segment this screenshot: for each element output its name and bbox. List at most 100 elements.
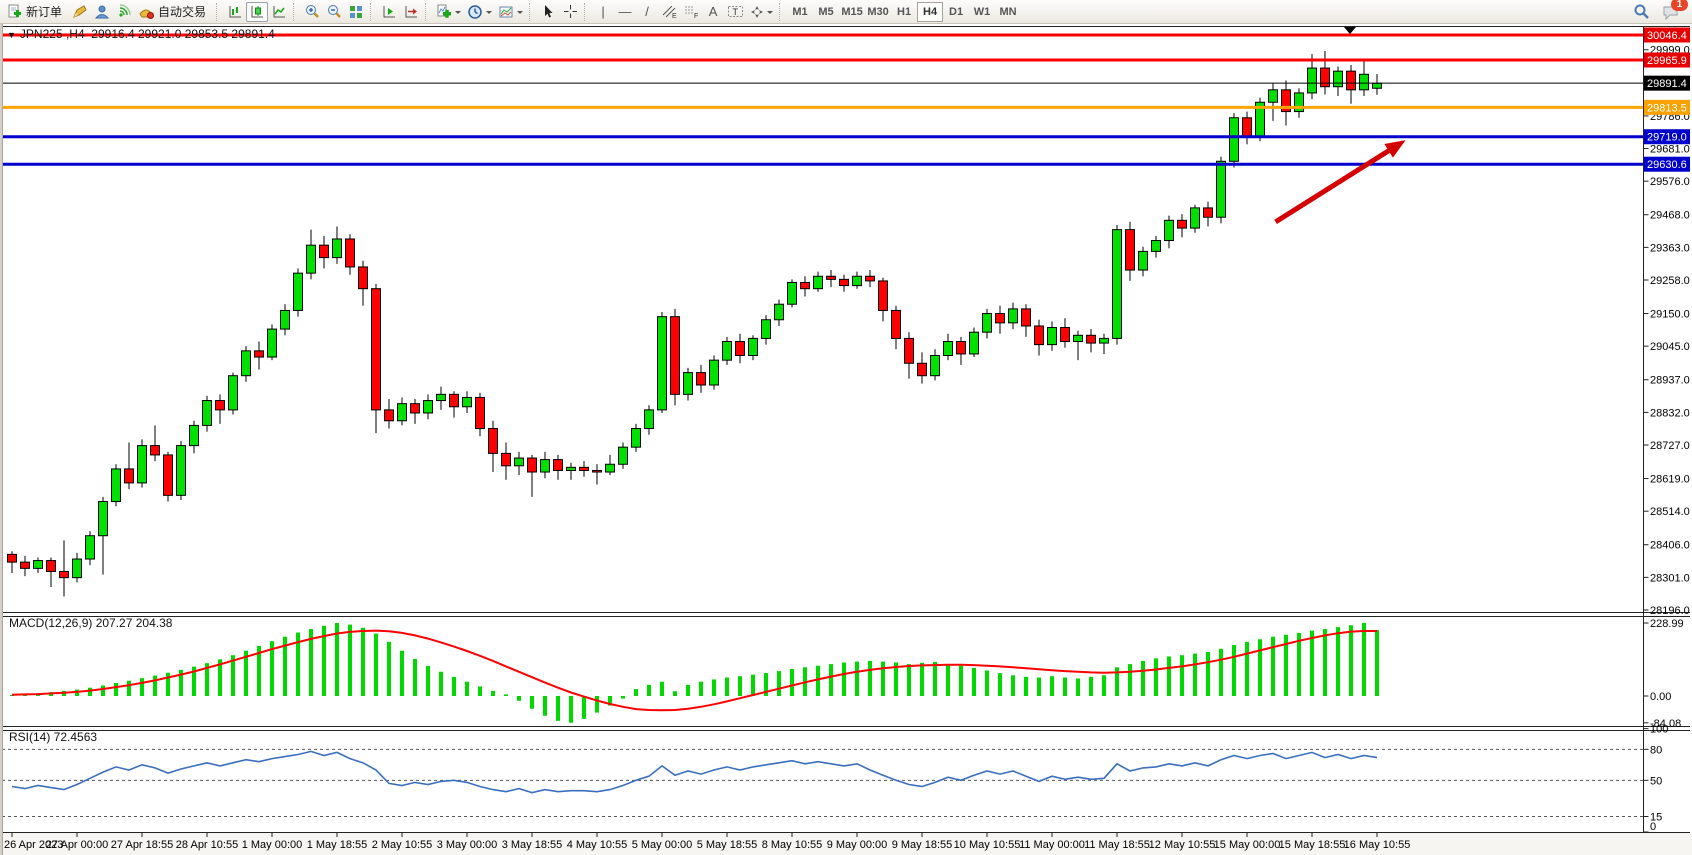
- axis-tick-label: 10 May 10:55: [954, 839, 1021, 851]
- bar-marker-triangle: [1344, 27, 1356, 34]
- axis-tick-label: 29681.0: [1650, 144, 1690, 156]
- cursor-button[interactable]: [537, 2, 559, 22]
- zoom-out-button[interactable]: [323, 2, 345, 22]
- axis-tick-label: 5 May 00:00: [632, 839, 693, 851]
- trend-arrow-head[interactable]: [1384, 140, 1406, 158]
- axis-tick-label: 15 May 18:55: [1279, 839, 1346, 851]
- timeframe-m5-button[interactable]: M5: [818, 5, 834, 18]
- bull-candle: [618, 446, 628, 465]
- timeframe-mn-button[interactable]: MN: [999, 5, 1017, 18]
- new-order-button[interactable]: 新订单: [3, 2, 69, 22]
- arrows-button[interactable]: [747, 2, 776, 22]
- macd-indicator-label: MACD(12,26,9) 207.27 204.38: [9, 616, 173, 630]
- bear-candle: [800, 281, 810, 290]
- bull-candle: [514, 457, 524, 467]
- timeframe-h4-button[interactable]: H4: [917, 1, 944, 22]
- macd-histogram-bar: [1375, 630, 1379, 696]
- bull-candle: [293, 272, 303, 311]
- axis-tick-label: 28 Apr 10:55: [176, 839, 238, 851]
- macd-histogram-bar: [595, 696, 599, 713]
- timeframe-d1-button[interactable]: D1: [949, 5, 964, 18]
- line-chart-button[interactable]: [268, 2, 290, 22]
- bull-candle: [72, 558, 82, 579]
- toolbar-separator: [425, 2, 430, 21]
- bull-candle: [1229, 117, 1239, 162]
- bull-candle: [813, 275, 823, 290]
- horizontal-line-button[interactable]: —: [614, 2, 636, 22]
- macd-histogram-bar: [933, 661, 937, 696]
- bar-chart-icon: [229, 5, 242, 17]
- chart-shift-button[interactable]: [400, 2, 422, 22]
- bull-candle: [605, 463, 615, 473]
- axis-tick-label: 28832.0: [1650, 407, 1690, 419]
- bull-candle: [137, 445, 147, 484]
- chat-button[interactable]: 1: [1659, 0, 1688, 22]
- bull-candle: [111, 468, 121, 503]
- timeframe-h1-button[interactable]: H1: [897, 5, 912, 18]
- bull-candle: [423, 400, 433, 414]
- equidistant-channel-button[interactable]: E: [658, 2, 680, 22]
- vertical-line-button[interactable]: |: [592, 2, 614, 22]
- axis-tick-label: 29468.0: [1650, 210, 1690, 222]
- bear-candle: [592, 469, 602, 473]
- macd-histogram-bar: [166, 672, 170, 696]
- trend-arrow-shaft[interactable]: [1274, 148, 1390, 224]
- bear-candle: [1203, 207, 1213, 218]
- styler-button[interactable]: [69, 2, 91, 22]
- trendline-button[interactable]: /: [636, 2, 658, 22]
- macd-histogram-bar: [101, 685, 105, 696]
- axis-tick-label: 27 Apr 00:00: [46, 839, 108, 851]
- macd-histogram-bar: [582, 696, 586, 719]
- timeframe-m30-button[interactable]: M30: [867, 5, 889, 18]
- timeframe-m15-button[interactable]: M15: [841, 5, 863, 18]
- macd-histogram-bar: [192, 666, 196, 696]
- bar-chart-button[interactable]: [224, 2, 246, 22]
- toolbar-separator: [216, 2, 221, 21]
- macd-signal-line: [11, 629, 1377, 712]
- chart-window[interactable]: 29999.0 29786.0 29681.0 29576.0 29468.0 29363…: [0, 24, 1692, 855]
- bear-candle: [46, 560, 56, 572]
- mql5-community-button[interactable]: [91, 2, 113, 22]
- macd-histogram-bar: [231, 655, 235, 696]
- macd-histogram-bar: [686, 684, 690, 696]
- bear-candle: [20, 561, 30, 569]
- crosshair-button[interactable]: [559, 2, 581, 22]
- macd-histogram-bar: [361, 627, 365, 696]
- timeframe-m1-button[interactable]: M1: [792, 5, 808, 18]
- bull-candle: [267, 328, 277, 358]
- periods-button[interactable]: [464, 2, 495, 22]
- text-label-button[interactable]: T: [724, 2, 747, 22]
- periods-dropdown-caret: [486, 10, 493, 17]
- tile-windows-button[interactable]: [345, 2, 367, 22]
- zoom-in-button[interactable]: [301, 2, 323, 22]
- macd-histogram-bar: [1063, 677, 1067, 696]
- indicators-button[interactable]: [433, 2, 464, 22]
- bull-candle: [436, 393, 446, 402]
- templates-button[interactable]: [495, 2, 526, 22]
- bull-candle: [202, 400, 212, 426]
- signals-button[interactable]: [113, 2, 135, 22]
- bear-candle: [319, 244, 329, 259]
- macd-histogram-bar: [881, 661, 885, 696]
- bull-candle: [33, 560, 43, 569]
- macd-histogram-bar: [816, 665, 820, 696]
- autotrading-icon: [139, 9, 155, 19]
- price-badge: [1644, 156, 1690, 172]
- timeframe-w1-button[interactable]: W1: [973, 5, 991, 18]
- macd-histogram-bar: [491, 690, 495, 696]
- fibonacci-button[interactable]: F: [680, 2, 702, 22]
- text-button[interactable]: A: [702, 2, 724, 22]
- bull-candle: [566, 466, 576, 471]
- macd-histogram-bar: [946, 664, 950, 696]
- toolbar-separator: [584, 2, 589, 21]
- person-icon: [94, 5, 110, 18]
- autotrading-button[interactable]: 自动交易: [135, 2, 213, 22]
- chart-plot[interactable]: 29999.029786.029681.029576.029468.029363…: [0, 24, 1692, 855]
- candlestick-chart-button[interactable]: [246, 1, 269, 22]
- search-button[interactable]: [1630, 2, 1653, 22]
- bull-candle: [1164, 219, 1174, 242]
- auto-scroll-button[interactable]: [378, 2, 400, 22]
- axis-tick-label: 28619.0: [1650, 474, 1690, 486]
- symbol-dropdown-icon[interactable]: ▼: [7, 30, 16, 40]
- bear-candle: [358, 266, 368, 290]
